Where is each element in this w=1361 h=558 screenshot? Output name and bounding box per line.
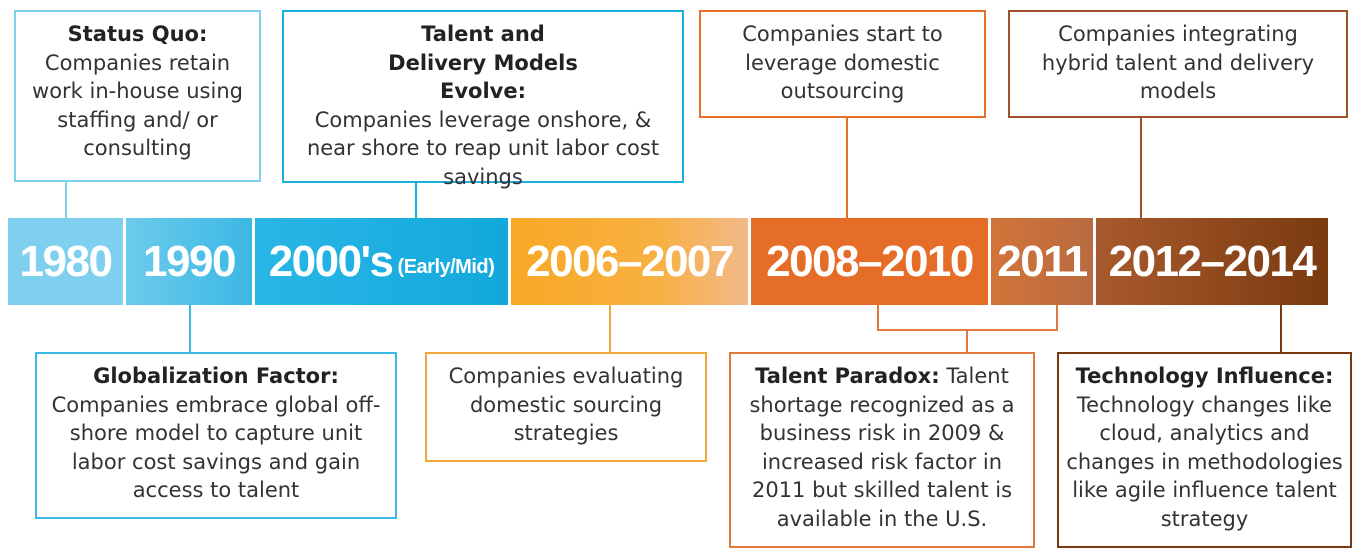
timeline-segment: 1980 bbox=[8, 218, 123, 305]
box-text: Companies start to leverage domestic out… bbox=[742, 22, 943, 103]
timeline-segment: 1990 bbox=[126, 218, 252, 305]
box-title: Technology Influence: bbox=[1075, 364, 1334, 388]
box-text: Companies evaluating domestic sourcing s… bbox=[448, 364, 684, 445]
bottom-box: Globalization Factor: Companies embrace g… bbox=[35, 352, 397, 519]
box-text: Companies leverage onshore, & near shore… bbox=[306, 107, 660, 189]
top-box: Status Quo: Companies retain work in-hous… bbox=[14, 10, 261, 182]
box-title: Talent Paradox: bbox=[755, 364, 940, 388]
box-text: Talent shortage recognized as a business… bbox=[749, 364, 1015, 531]
top-box: Companies start to leverage domestic out… bbox=[699, 10, 986, 118]
year-label: 2011 bbox=[997, 236, 1088, 286]
box-text: Technology changes like cloud, analytics… bbox=[1066, 392, 1343, 531]
timeline-segment: 2000's (Early/Mid) bbox=[255, 218, 508, 305]
box-text: Companies integrating hybrid talent and … bbox=[1041, 22, 1315, 103]
bottom-box: Companies evaluating domestic sourcing s… bbox=[425, 352, 707, 462]
year-label: 1980 bbox=[19, 236, 113, 286]
box-title: Talent and Delivery Models Evolve: bbox=[388, 22, 578, 103]
year-suffix: (Early/Mid) bbox=[397, 256, 495, 278]
bracket-connector bbox=[877, 305, 1058, 352]
timeline-segment: 2008–2010 bbox=[751, 218, 988, 305]
year-label: 2008–2010 bbox=[766, 236, 974, 286]
bottom-box: Technology Influence: Technology changes … bbox=[1057, 352, 1352, 548]
year-label: 1990 bbox=[143, 236, 236, 286]
top-box: Companies integrating hybrid talent and … bbox=[1008, 10, 1348, 118]
timeline-segment: 2006–2007 bbox=[511, 218, 748, 305]
year-label: 2006–2007 bbox=[526, 236, 734, 286]
box-title: Globalization Factor: bbox=[93, 364, 339, 388]
box-text: Companies embrace global off-shore model… bbox=[51, 392, 381, 503]
timeline-segment: 2011 bbox=[991, 218, 1093, 305]
timeline-segment: 2012–2014 bbox=[1096, 218, 1328, 305]
box-text: Companies retain work in-house using sta… bbox=[32, 50, 243, 161]
year-label: 2012–2014 bbox=[1108, 236, 1317, 286]
bottom-box: Talent Paradox: Talent shortage recogniz… bbox=[729, 352, 1035, 548]
top-box: Talent and Delivery Models Evolve: Compan… bbox=[282, 10, 684, 189]
year-label: 2000's bbox=[268, 236, 394, 286]
box-title: Status Quo: bbox=[67, 22, 208, 46]
